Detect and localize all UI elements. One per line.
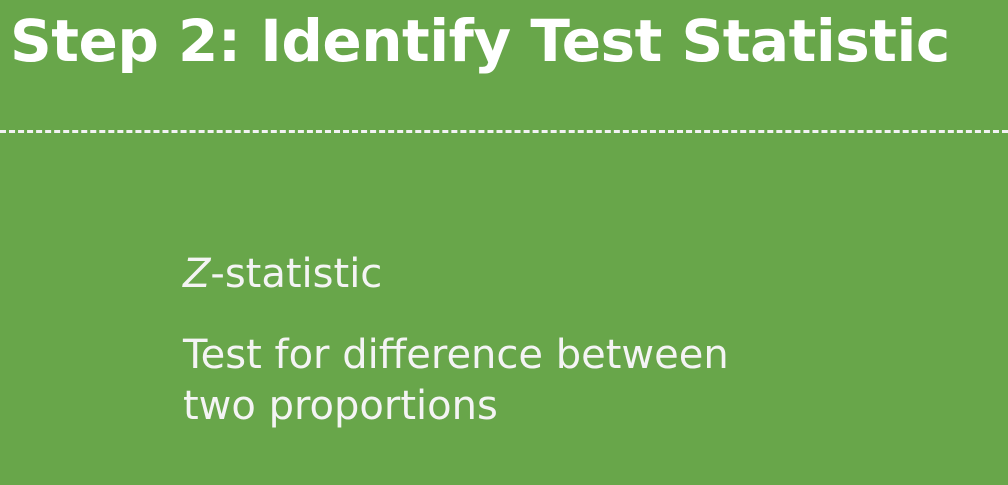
statistic-letter: Z <box>183 251 211 297</box>
statistic-suffix: -statistic <box>210 251 383 297</box>
slide-title: Step 2: Identify Test Statistic <box>10 7 950 75</box>
description-line-1: Test for difference between <box>183 331 729 378</box>
description-line-2: two proportions <box>183 382 498 429</box>
dashed-divider <box>0 130 1008 133</box>
slide-body: Z-statistic Test for difference between … <box>183 252 729 428</box>
statistic-name: Z-statistic <box>183 252 729 297</box>
